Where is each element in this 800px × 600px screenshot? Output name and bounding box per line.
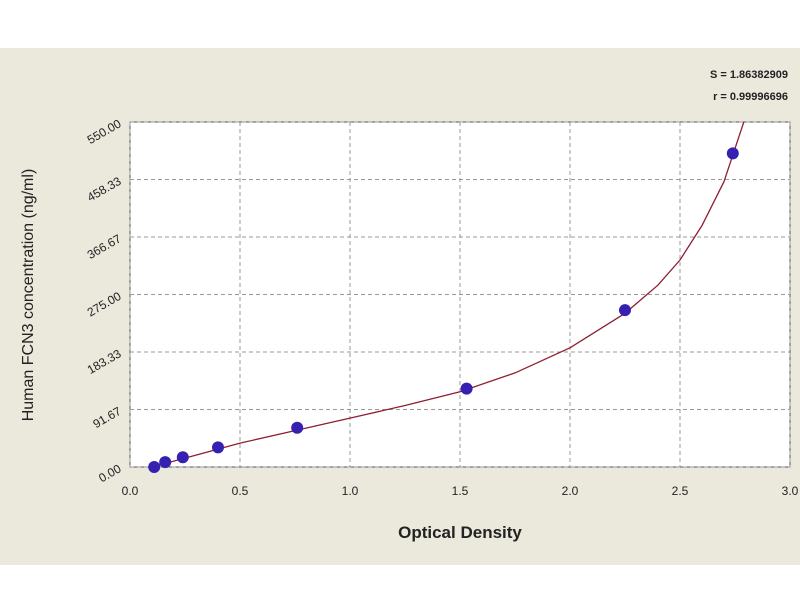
data-point xyxy=(726,147,739,160)
x-tick-label: 1.0 xyxy=(342,484,359,498)
x-tick-label: 2.0 xyxy=(562,484,579,498)
data-point xyxy=(176,451,189,464)
x-axis-label: Optical Density xyxy=(398,523,522,542)
data-point xyxy=(212,441,224,454)
fit-curve xyxy=(151,121,745,468)
data-point xyxy=(291,421,304,434)
data-point xyxy=(148,461,161,473)
x-tick-label: 0.5 xyxy=(232,484,249,498)
data-point xyxy=(460,382,473,395)
annotation: S = 1.86382909 xyxy=(710,69,788,81)
y-axis-label: Human FCN3 concentration (ng/ml) xyxy=(20,169,37,422)
x-tick-label: 1.5 xyxy=(452,484,469,498)
annotation: r = 0.99996696 xyxy=(713,91,788,103)
x-tick-label: 2.5 xyxy=(672,484,689,498)
x-tick-label: 0.0 xyxy=(122,484,139,498)
data-point xyxy=(619,304,631,317)
x-tick-label: 3.0 xyxy=(782,484,799,498)
data-point xyxy=(159,456,172,469)
